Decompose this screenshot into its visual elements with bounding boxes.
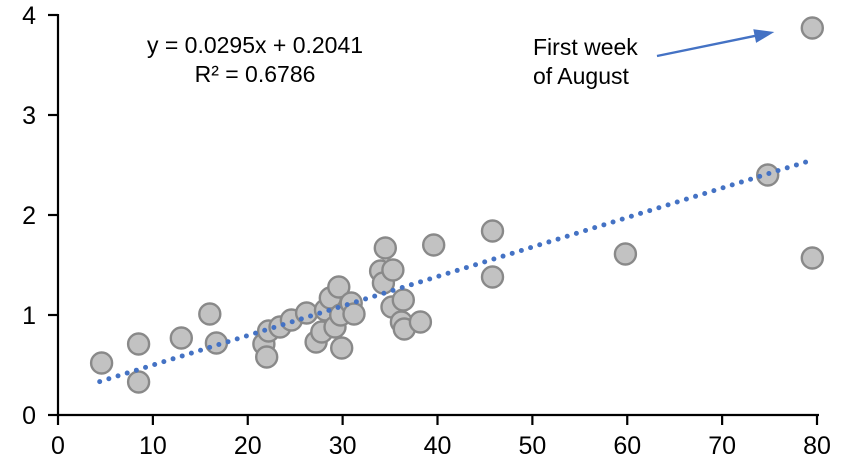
x-tick-label: 10 bbox=[139, 432, 167, 460]
x-tick-label: 30 bbox=[329, 432, 357, 460]
equation-text: y = 0.0295x + 0.2041 bbox=[146, 32, 364, 58]
data-point bbox=[408, 310, 433, 334]
x-tick-label: 60 bbox=[613, 432, 641, 460]
data-point bbox=[613, 242, 638, 266]
data-point bbox=[381, 258, 405, 282]
y-tick-label: 3 bbox=[22, 102, 36, 130]
data-point bbox=[800, 246, 824, 270]
data-point bbox=[342, 302, 366, 326]
x-tick-label: 70 bbox=[708, 432, 736, 460]
data-point bbox=[327, 275, 351, 299]
callout-arrow-shaft bbox=[656, 34, 757, 58]
x-tick-label: 0 bbox=[51, 432, 65, 460]
x-tick-label: 50 bbox=[518, 432, 546, 460]
data-point bbox=[480, 265, 505, 289]
trendline bbox=[97, 159, 810, 385]
callout-line1: First week bbox=[533, 34, 638, 60]
data-point bbox=[198, 302, 222, 326]
data-point bbox=[330, 336, 354, 360]
data-point bbox=[126, 332, 151, 356]
x-tick-label: 40 bbox=[424, 432, 452, 460]
callout-line2: of August bbox=[533, 63, 629, 89]
y-tick-label: 4 bbox=[22, 2, 36, 30]
data-point bbox=[480, 219, 505, 243]
outlier-callout: First week of August bbox=[533, 33, 638, 91]
data-point bbox=[169, 326, 194, 350]
y-tick-label: 0 bbox=[22, 402, 36, 430]
data-point bbox=[373, 236, 397, 260]
x-tick-label: 80 bbox=[803, 432, 831, 460]
data-point bbox=[255, 345, 279, 369]
r-squared-text: R² = 0.6786 bbox=[194, 61, 316, 87]
data-point bbox=[294, 301, 319, 325]
y-tick-label: 2 bbox=[22, 202, 36, 230]
data-point bbox=[422, 233, 446, 257]
x-tick-label: 20 bbox=[234, 432, 262, 460]
data-point bbox=[89, 351, 114, 375]
trendline-equation-block: y = 0.0295x + 0.2041 R² = 0.6786 bbox=[95, 31, 415, 89]
callout-arrow-head bbox=[753, 29, 775, 43]
data-point bbox=[391, 288, 415, 312]
data-point bbox=[126, 370, 151, 394]
data-point bbox=[204, 331, 229, 355]
data-point bbox=[800, 16, 824, 40]
y-tick-label: 1 bbox=[22, 302, 36, 330]
